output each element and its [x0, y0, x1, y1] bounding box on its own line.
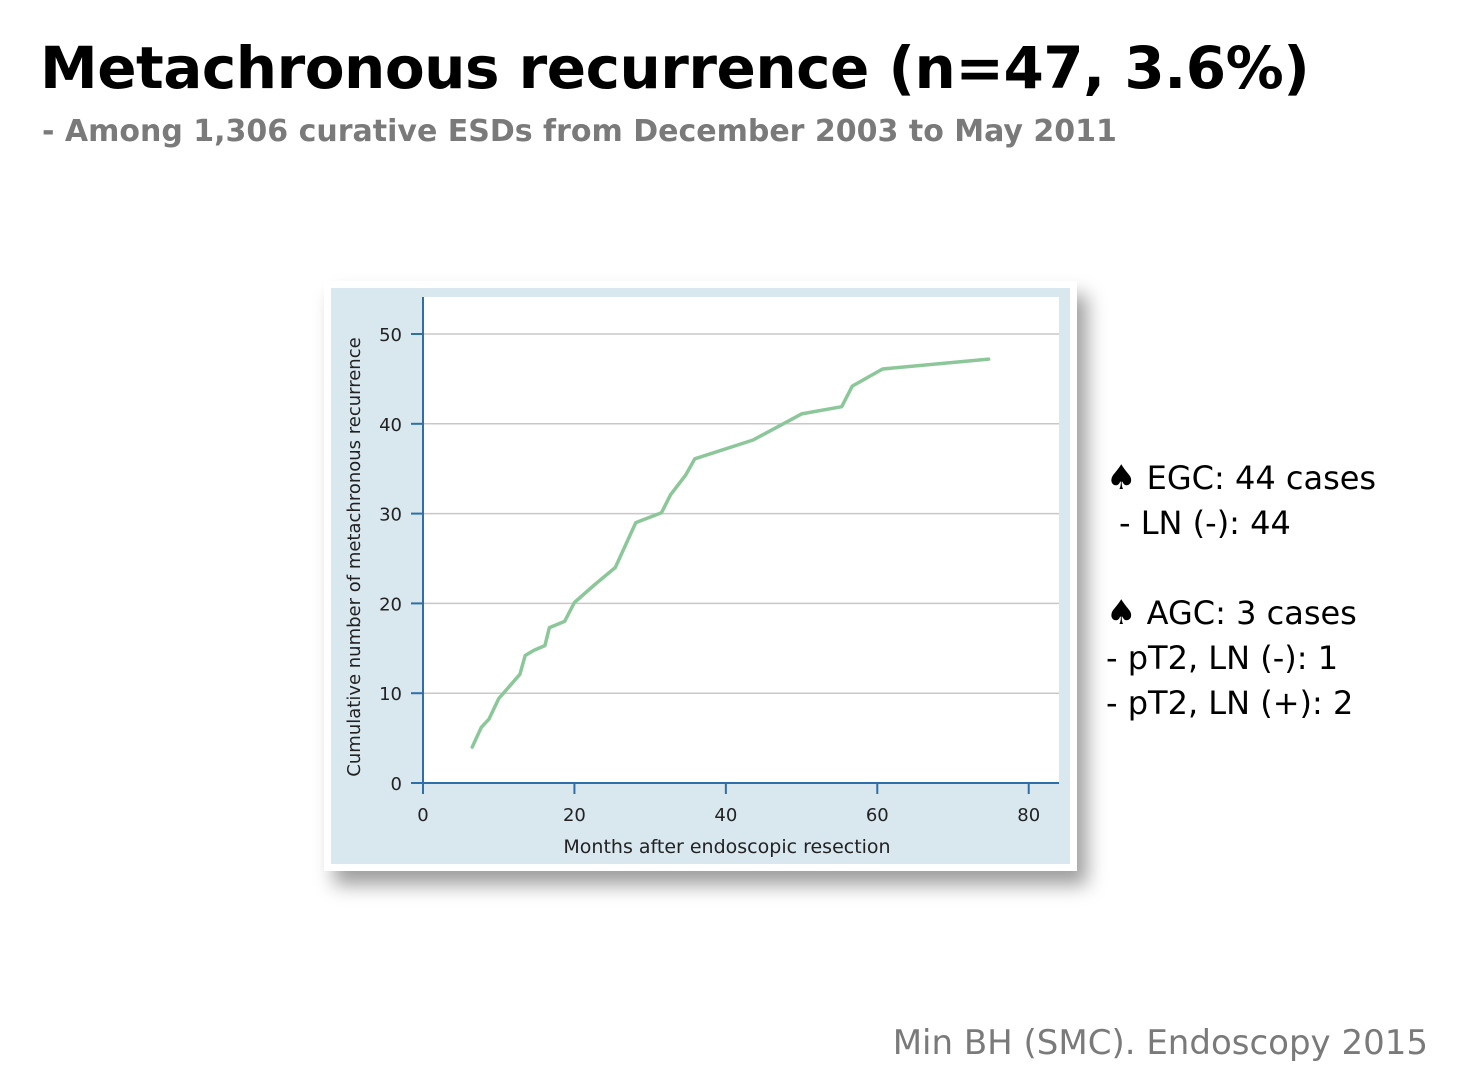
- axes: [411, 297, 1059, 794]
- slide-subtitle: - Among 1,306 curative ESDs from Decembe…: [42, 114, 1117, 149]
- egc-item: - LN (-): 44: [1119, 504, 1291, 542]
- x-tick-label: 60: [866, 805, 889, 826]
- y-axis-label: Cumulative number of metachronous recurr…: [344, 337, 365, 776]
- egc-heading-line: ♠ EGC: 44 cases: [1106, 456, 1376, 501]
- notes-spacer: [1106, 546, 1376, 591]
- plot-area: [423, 297, 1059, 784]
- case-breakdown-notes: ♠ EGC: 44 cases - LN (-): 44 ♠ AGC: 3 ca…: [1106, 456, 1376, 726]
- x-tick-label: 0: [417, 805, 428, 826]
- x-tick-label: 80: [1017, 805, 1040, 826]
- x-axis-label: Months after endoscopic resection: [563, 836, 890, 858]
- spade-icon: ♠: [1106, 593, 1137, 633]
- recurrence-line-chart: 0 10 20 30 40 50 0 20 40 60 80 Months after endosc…: [331, 288, 1070, 864]
- tick-labels: 0 10 20 30 40 50 0 20 40 60 80: [379, 325, 1040, 826]
- series-layer: [470, 357, 991, 749]
- agc-heading-line: ♠ AGC: 3 cases: [1106, 591, 1376, 636]
- agc-item: - pT2, LN (+): 2: [1106, 684, 1354, 722]
- y-tick-label: 20: [379, 594, 402, 615]
- chart-figure: 0 10 20 30 40 50 0 20 40 60 80 Months after endosc…: [324, 281, 1077, 871]
- spade-icon: ♠: [1106, 458, 1137, 498]
- citation: Min BH (SMC). Endoscopy 2015: [892, 1023, 1428, 1063]
- y-tick-label: 10: [379, 684, 402, 705]
- y-tick-label: 40: [379, 415, 402, 436]
- egc-heading: EGC: 44 cases: [1146, 459, 1377, 497]
- series-line: [470, 357, 991, 749]
- agc-heading: AGC: 3 cases: [1146, 594, 1357, 632]
- y-tick-label: 0: [391, 774, 402, 795]
- slide-title: Metachronous recurrence (n=47, 3.6%): [40, 34, 1310, 102]
- x-tick-label: 40: [714, 805, 737, 826]
- y-tick-label: 30: [379, 505, 402, 526]
- gridlines: [423, 333, 1059, 694]
- agc-item: - pT2, LN (-): 1: [1106, 639, 1339, 677]
- x-tick-label: 20: [563, 805, 586, 826]
- y-tick-label: 50: [379, 325, 402, 346]
